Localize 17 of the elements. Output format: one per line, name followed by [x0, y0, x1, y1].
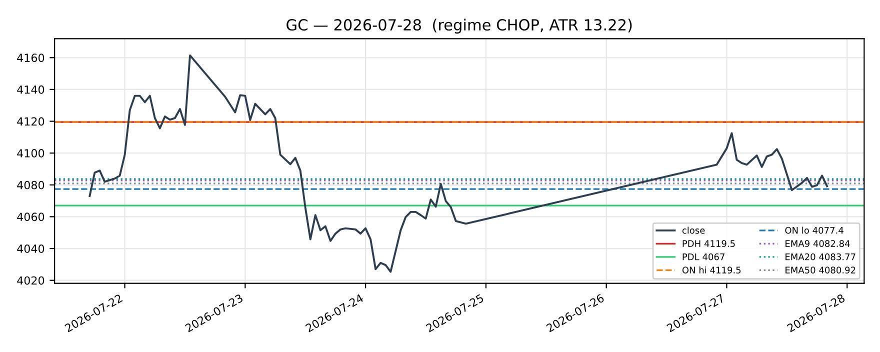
y-tick-label: 4160 [17, 54, 44, 62]
legend-label: ON lo 4077.4 [785, 226, 844, 234]
legend-label: ON hi 4119.5 [682, 266, 741, 274]
legend-label: PDH 4119.5 [682, 240, 735, 247]
legend-label: EMA9 4082.84 [786, 240, 850, 247]
chart-title: GC — 2026-07-28 (regime CHOP, ATR 13.22) [286, 18, 632, 34]
legend-label: EMA20 4083.77 [786, 253, 856, 260]
y-tick-label: 4140 [17, 85, 44, 94]
legend-label: close [682, 226, 705, 234]
y-tick-label: 4040 [17, 244, 44, 253]
y-tick-label: 4020 [17, 276, 44, 285]
legend-label: EMA50 4080.92 [786, 266, 856, 274]
y-tick-label: 4080 [17, 180, 44, 190]
y-tick-label: 4120 [17, 117, 44, 126]
y-tick-label: 4100 [17, 149, 44, 158]
y-tick-label: 4060 [17, 212, 44, 222]
legend-label: PDL 4067 [682, 253, 724, 260]
